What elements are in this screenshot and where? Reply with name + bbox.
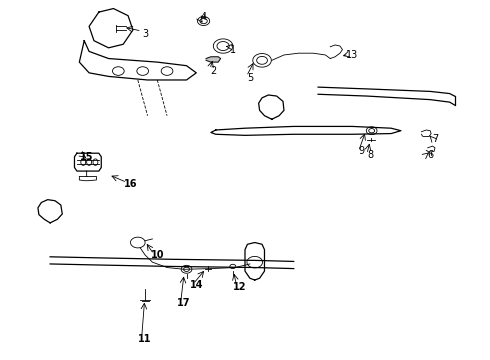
- Text: 7: 7: [432, 134, 438, 144]
- Text: 13: 13: [346, 50, 358, 60]
- Text: 5: 5: [247, 73, 253, 83]
- Text: 16: 16: [124, 179, 137, 189]
- Text: 14: 14: [190, 280, 203, 291]
- Text: 6: 6: [427, 150, 433, 160]
- Text: 8: 8: [368, 150, 374, 160]
- Text: 2: 2: [210, 66, 217, 76]
- Text: 4: 4: [200, 13, 207, 22]
- Text: 12: 12: [233, 282, 247, 292]
- Text: 15: 15: [80, 152, 94, 162]
- Text: 11: 11: [138, 334, 152, 344]
- Text: 1: 1: [230, 45, 236, 55]
- Text: 17: 17: [177, 298, 191, 308]
- Text: 9: 9: [359, 147, 365, 157]
- Text: 10: 10: [150, 250, 164, 260]
- Text: 3: 3: [142, 28, 148, 39]
- Polygon shape: [206, 57, 220, 62]
